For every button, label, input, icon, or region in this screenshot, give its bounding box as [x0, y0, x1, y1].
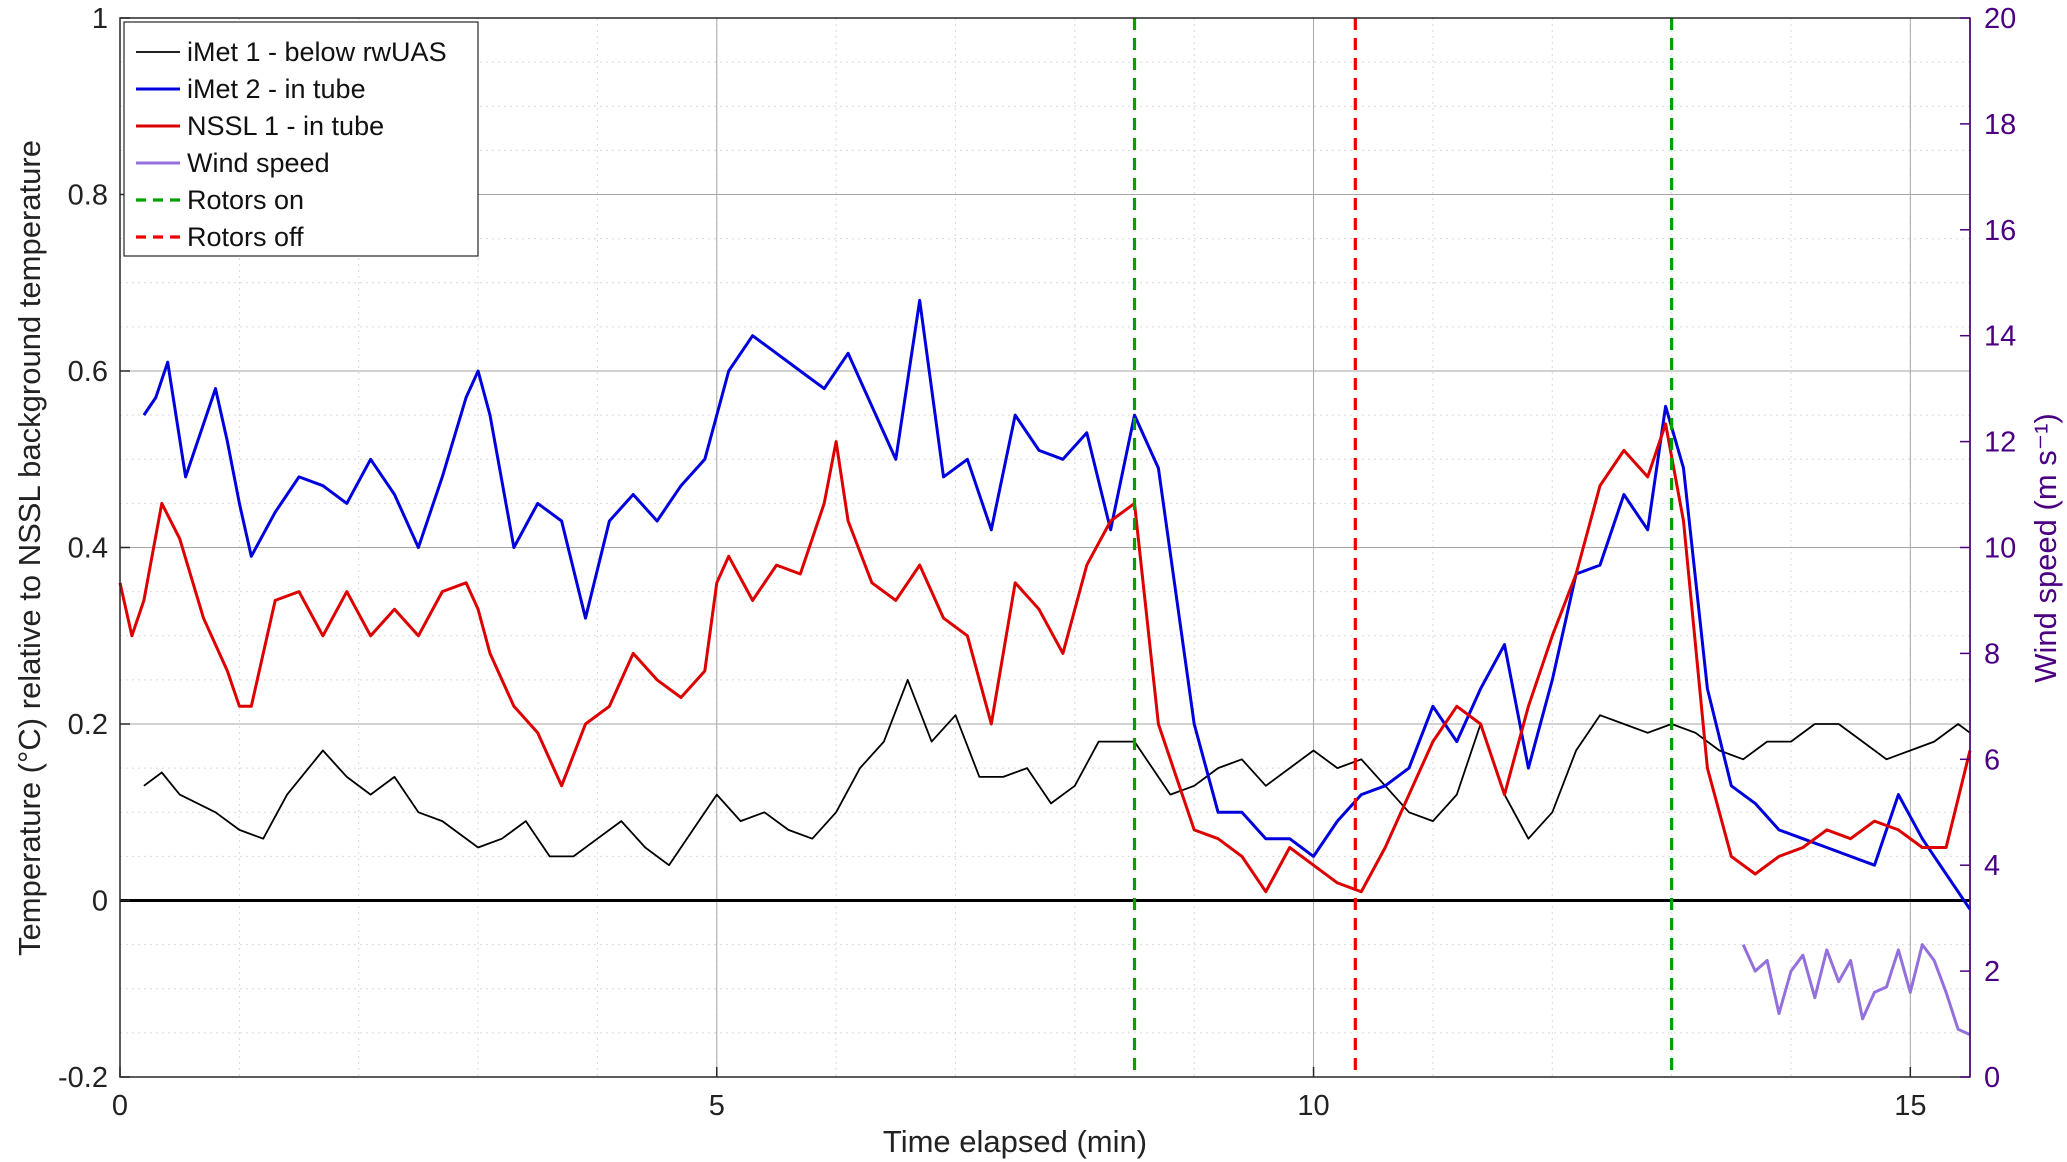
y-right-tick-label: 10	[1984, 533, 2016, 565]
y-right-tick-label: 0	[1984, 1062, 2000, 1094]
legend-label-rotors-on: Rotors on	[187, 185, 304, 215]
rotor-lines	[1132, 18, 1674, 1077]
x-tick-label: 10	[1297, 1090, 1329, 1122]
y-right-tick-label: 2	[1984, 956, 2000, 988]
y-axis-label-left: Temperature (°C) relative to NSSL backgr…	[12, 140, 47, 956]
legend-items: iMet 1 - below rwUAS iMet 2 - in tube NSSL…	[136, 37, 447, 252]
legend-label-rotors-off: Rotors off	[187, 222, 304, 252]
y-left-tick-label: 1	[92, 3, 108, 35]
y-right-tick-label: 18	[1984, 109, 2016, 141]
x-tick-label: 5	[709, 1090, 725, 1122]
y-right-tick-label: 4	[1984, 850, 2000, 882]
y-right-tick-label: 8	[1984, 638, 2000, 670]
left-axis-ticks: -0.2 0 0.2 0.4 0.6 0.8 1	[58, 3, 130, 1094]
right-axis-ticks: 0 2 4 6 8 10 12 14 16 18 20	[1960, 3, 2016, 1094]
y-right-tick-label: 20	[1984, 3, 2016, 35]
legend-label-wind-speed: Wind speed	[187, 148, 330, 178]
legend-label-imet-1-below-rwuas: iMet 1 - below rwUAS	[187, 37, 447, 67]
x-tick-label: 15	[1894, 1090, 1926, 1122]
x-axis-label: Time elapsed (min)	[883, 1124, 1147, 1159]
legend-label-nssl-1-in-tube: NSSL 1 - in tube	[187, 111, 384, 141]
imet-2-in-tube-series	[142, 298, 1972, 911]
legend-label-imet-2-in-tube: iMet 2 - in tube	[187, 74, 366, 104]
y-right-tick-label: 6	[1984, 744, 2000, 776]
y-left-tick-label: 0.2	[68, 709, 108, 741]
y-left-tick-label: 0.8	[68, 180, 108, 212]
y-left-tick-label: -0.2	[58, 1062, 108, 1094]
x-tick-label: 0	[112, 1090, 128, 1122]
wind-speed-series	[1741, 943, 1971, 1036]
x-axis-ticks: 0 5 10 15	[112, 1067, 1926, 1122]
nssl-1-in-tube-series	[118, 422, 1972, 894]
y-right-tick-label: 16	[1984, 215, 2016, 247]
y-left-tick-label: 0	[92, 886, 108, 918]
imet-1-below-rwuas-series	[143, 679, 1971, 867]
y-left-tick-label: 0.4	[68, 533, 108, 565]
y-right-tick-label: 14	[1984, 321, 2016, 353]
series-group	[118, 298, 1972, 1036]
legend-box	[123, 21, 479, 257]
y-left-tick-label: 0.6	[68, 356, 108, 388]
y-right-tick-label: 12	[1984, 427, 2016, 459]
legend: iMet 1 - below rwUAS iMet 2 - in tube NSSL…	[123, 21, 479, 257]
y-axis-label-right: Wind speed (m s⁻¹)	[2028, 413, 2063, 683]
